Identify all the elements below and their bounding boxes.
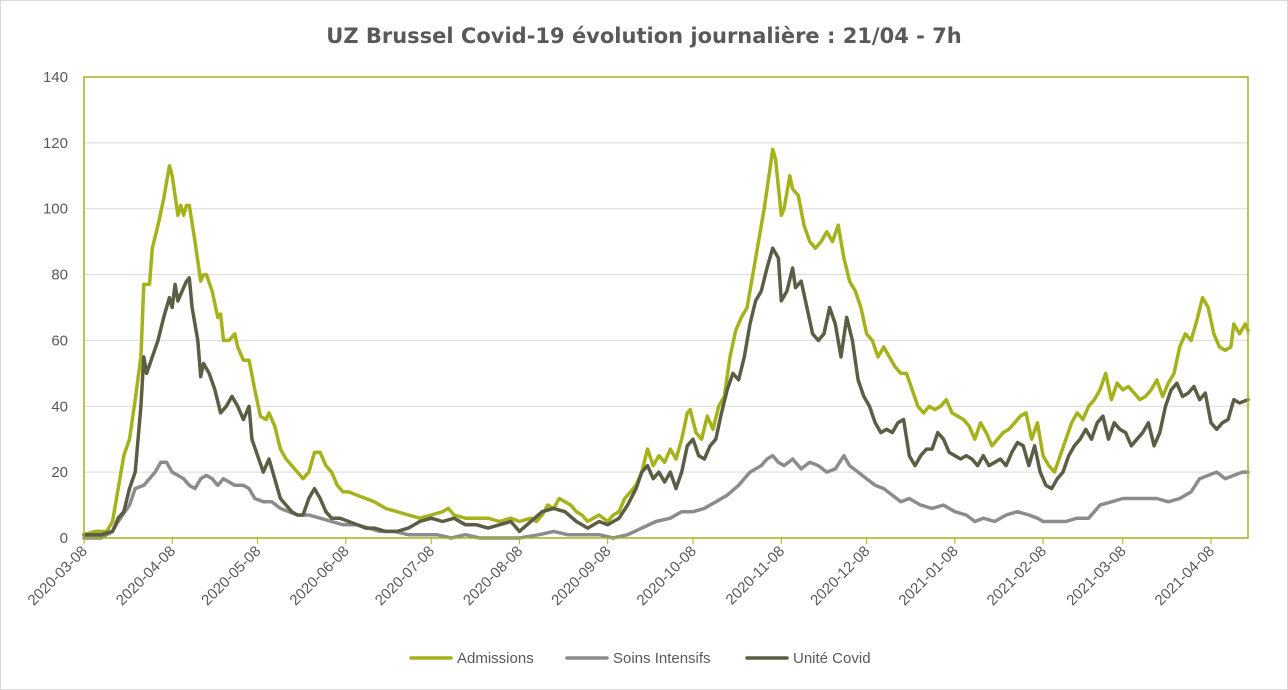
y-tick-label: 100: [43, 201, 68, 218]
legend-label: Admissions: [457, 650, 534, 667]
y-tick-label: 0: [60, 530, 68, 547]
series-line-soins-intensifs: [82, 453, 1250, 540]
legend-label: Soins Intensifs: [613, 650, 711, 667]
y-tick-label: 120: [43, 135, 68, 152]
y-tick-label: 140: [43, 69, 68, 86]
legend: Admissions Soins Intensifs Unité Covid: [409, 650, 871, 667]
series-line-admissions: [82, 147, 1250, 537]
y-axis-tick-labels: 0 20 40 60 80 100 120 140: [43, 69, 68, 547]
y-tick-label: 60: [51, 332, 68, 349]
series-line-unit-covid: [82, 246, 1250, 537]
y-tick-label: 20: [51, 464, 68, 481]
legend-label: Unité Covid: [793, 650, 871, 667]
y-tick-label: 80: [51, 267, 68, 284]
chart-title: UZ Brussel Covid-19 évolution journalièr…: [326, 24, 961, 48]
y-tick-label: 40: [51, 398, 68, 415]
series-lines: [82, 147, 1250, 540]
plot-area-border: [83, 76, 1249, 539]
